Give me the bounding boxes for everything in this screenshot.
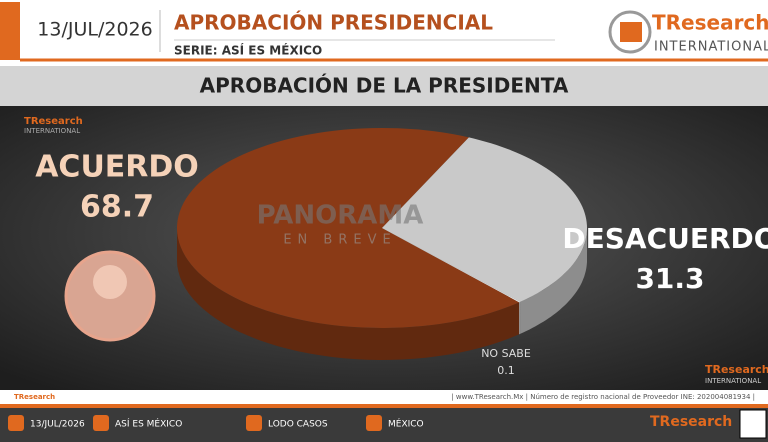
category-label: ACUERDO — [35, 150, 199, 185]
footer-item: MÉXICO — [388, 418, 424, 430]
logo-text: TResearch — [14, 393, 55, 401]
pie-slice-side — [177, 228, 520, 360]
logo-subtext: INTERNATIONAL — [654, 40, 768, 55]
watermark: EN BREVE — [283, 233, 396, 248]
note-band — [0, 390, 768, 404]
footer-items: 13/JUL/2026 ASÍ ES MÉXICO LODO CASOS MÉXICO — [8, 415, 424, 431]
logo-text: TResearch — [652, 11, 768, 35]
value-label: 31.3 — [635, 262, 704, 295]
header-title: APROBACIÓN PRESIDENCIAL — [174, 11, 493, 35]
footer-note: | www.TResearch.Mx | Número de registro … — [451, 393, 755, 401]
footer-line — [0, 404, 768, 408]
qr-code — [739, 409, 767, 439]
logo-icon — [620, 22, 642, 42]
category-label: DESACUERDO — [562, 222, 768, 255]
footer-item: LODO CASOS — [268, 420, 328, 430]
pie-slice — [382, 228, 521, 303]
footer-icon — [366, 415, 382, 431]
value-label: 68.7 — [80, 190, 154, 225]
footer-bg — [0, 404, 768, 442]
title-band — [0, 66, 768, 106]
footer-item: 13/JUL/2026 — [30, 420, 85, 430]
value-label: 0.1 — [497, 364, 515, 377]
category-label: NO SABE — [481, 347, 531, 360]
footer-icon — [93, 415, 109, 431]
logo-text: TResearch — [650, 414, 732, 430]
logo-text: TResearch — [705, 363, 768, 376]
pie-slice — [382, 137, 587, 302]
pie — [177, 127, 587, 360]
chart-title: APROBACIÓN DE LA PRESIDENTA — [200, 74, 569, 98]
pie-slice — [177, 127, 520, 329]
logo-text: TResearch — [24, 116, 83, 127]
footer-item: ASÍ ES MÉXICO — [115, 418, 182, 430]
logo-icon — [608, 10, 652, 54]
header-series: SERIE: ASÍ ES MÉXICO — [174, 43, 322, 58]
logo-subtext: INTERNATIONAL — [24, 127, 80, 135]
footer-icon — [246, 415, 262, 431]
pie-slice-side — [519, 301, 521, 335]
footer-icon — [8, 415, 24, 431]
pie-slice-side — [520, 228, 587, 334]
logo-subtext: INTERNATIONAL — [705, 377, 761, 385]
photo — [93, 265, 127, 299]
header-date: 13/JUL/2026 — [37, 19, 152, 41]
watermark: PANORAMA — [257, 201, 424, 231]
header-accent — [0, 2, 20, 60]
